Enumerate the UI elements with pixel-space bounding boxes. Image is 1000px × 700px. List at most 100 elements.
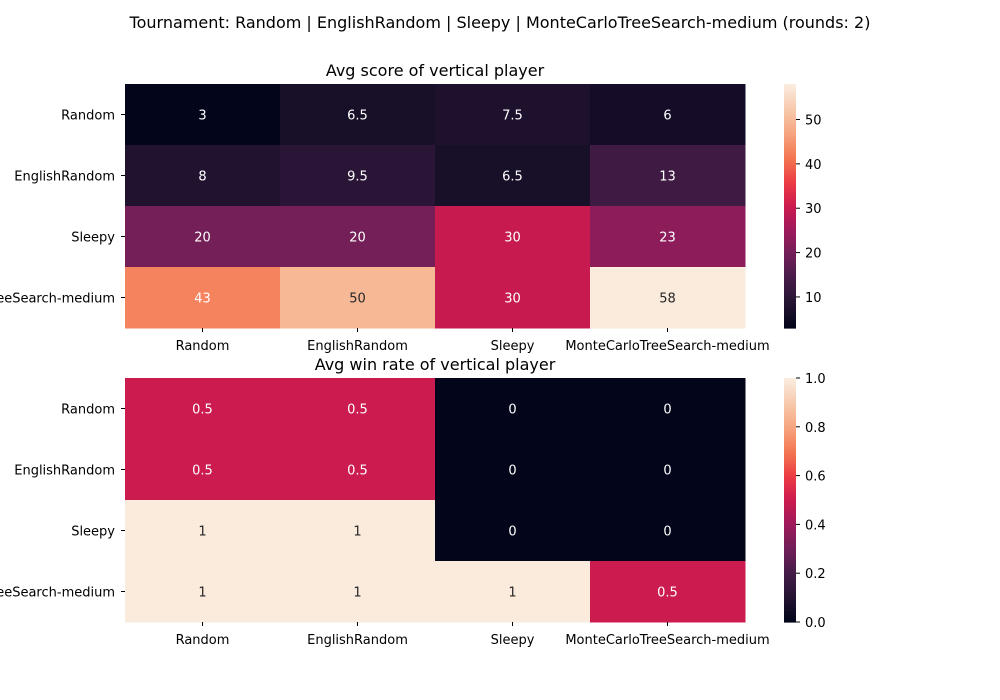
cell-label: 0 <box>663 525 671 540</box>
colorbar-segment <box>784 514 796 518</box>
colorbar-segment <box>784 578 796 582</box>
colorbar-segment <box>784 478 796 482</box>
heatmap-cell <box>280 500 436 562</box>
colorbar-segment <box>784 310 796 314</box>
colorbar-segment <box>784 482 796 486</box>
colorbar-segment <box>784 419 796 423</box>
colorbar-segment <box>784 206 796 210</box>
cell-label: 30 <box>504 231 521 246</box>
colorbar-segment <box>784 96 796 100</box>
colorbar-segment <box>784 604 796 608</box>
colorbar-segment <box>784 101 796 105</box>
colorbar-segment <box>784 318 796 322</box>
colorbar-segment <box>784 125 796 129</box>
y-tick-label: EnglishRandom <box>14 170 115 185</box>
colorbar-segment <box>784 191 796 195</box>
colorbar-segment <box>784 392 796 396</box>
cell-label: 1 <box>198 586 206 601</box>
colorbar-segment <box>784 465 796 469</box>
cell-label: 20 <box>194 231 211 246</box>
colorbar-segment <box>784 313 796 317</box>
cell-label: 0.5 <box>347 464 368 479</box>
colorbar-segment <box>784 120 796 124</box>
heatmap-title: Avg score of vertical player <box>326 61 545 80</box>
cell-label: 20 <box>349 231 366 246</box>
colorbar-segment <box>784 573 796 577</box>
cell-label: 43 <box>194 292 211 307</box>
cell-label: 8 <box>198 170 206 185</box>
colorbar-segment <box>784 193 796 197</box>
colorbar-segment <box>784 395 796 399</box>
y-tick-label: EnglishRandom <box>14 464 115 479</box>
colorbar-segment <box>784 203 796 207</box>
colorbar-segment <box>784 135 796 139</box>
heatmap-cell <box>125 561 281 623</box>
heatmap-cell <box>280 267 436 329</box>
colorbar-segment <box>784 262 796 266</box>
colorbar-segment <box>784 137 796 141</box>
heatmap-cell <box>125 267 281 329</box>
colorbar-segment <box>784 521 796 525</box>
heatmap-cell <box>590 378 746 440</box>
colorbar-segment <box>784 531 796 535</box>
colorbar-segment <box>784 84 796 88</box>
cell-label: 0 <box>508 403 516 418</box>
colorbar-segment <box>784 565 796 569</box>
colorbar-segment <box>784 240 796 244</box>
colorbar-segment <box>784 600 796 604</box>
colorbar-segment <box>784 232 796 236</box>
cell-label: 6.5 <box>502 170 523 185</box>
colorbar-segment <box>784 171 796 175</box>
colorbar-segment <box>784 529 796 533</box>
colorbar-segment <box>784 198 796 202</box>
colorbar-segment <box>784 507 796 511</box>
colorbar-segment <box>784 614 796 618</box>
colorbar-segment <box>784 264 796 268</box>
cell-label: 1 <box>198 525 206 540</box>
colorbar-segment <box>784 123 796 127</box>
cell-label: 13 <box>659 170 676 185</box>
colorbar-segment <box>784 570 796 574</box>
x-tick-label: MonteCarloTreeSearch-medium <box>565 633 769 648</box>
heatmap-cell <box>590 561 746 623</box>
colorbar-tick-label: 0.8 <box>805 421 826 436</box>
colorbar-segment <box>784 417 796 421</box>
cell-label: 9.5 <box>347 170 368 185</box>
colorbar-tick-label: 30 <box>805 202 822 217</box>
colorbar-segment <box>784 468 796 472</box>
colorbar-segment <box>784 147 796 151</box>
colorbar-segment <box>784 382 796 386</box>
colorbar-segment <box>784 402 796 406</box>
heatmap-cell <box>590 439 746 501</box>
colorbar-segment <box>784 303 796 307</box>
colorbar-segment <box>784 399 796 403</box>
colorbar-segment <box>784 154 796 158</box>
colorbar-segment <box>784 592 796 596</box>
colorbar-segment <box>784 149 796 153</box>
heatmap-cell <box>280 206 436 268</box>
heatmap-cell <box>280 84 436 146</box>
colorbar-segment <box>784 561 796 565</box>
colorbar-segment <box>784 512 796 516</box>
x-tick-label: Random <box>176 633 230 648</box>
colorbar-segment <box>784 404 796 408</box>
colorbar-segment <box>784 473 796 477</box>
colorbar-segment <box>784 612 796 616</box>
colorbar-segment <box>784 208 796 212</box>
colorbar-segment <box>784 320 796 324</box>
heatmap-cell <box>590 145 746 207</box>
colorbar-segment <box>784 456 796 460</box>
colorbar-tick-label: 50 <box>805 113 822 128</box>
colorbar-segment <box>784 247 796 251</box>
cell-label: 0 <box>508 525 516 540</box>
colorbar-segment <box>784 426 796 430</box>
colorbar-tick-label: 0.2 <box>805 567 826 582</box>
colorbar-segment <box>784 325 796 329</box>
colorbar-segment <box>784 548 796 552</box>
colorbar-segment <box>784 227 796 231</box>
colorbar-segment <box>784 281 796 285</box>
colorbar-segment <box>784 463 796 467</box>
colorbar-segment <box>784 269 796 273</box>
colorbar-segment <box>784 617 796 621</box>
colorbar-segment <box>784 541 796 545</box>
